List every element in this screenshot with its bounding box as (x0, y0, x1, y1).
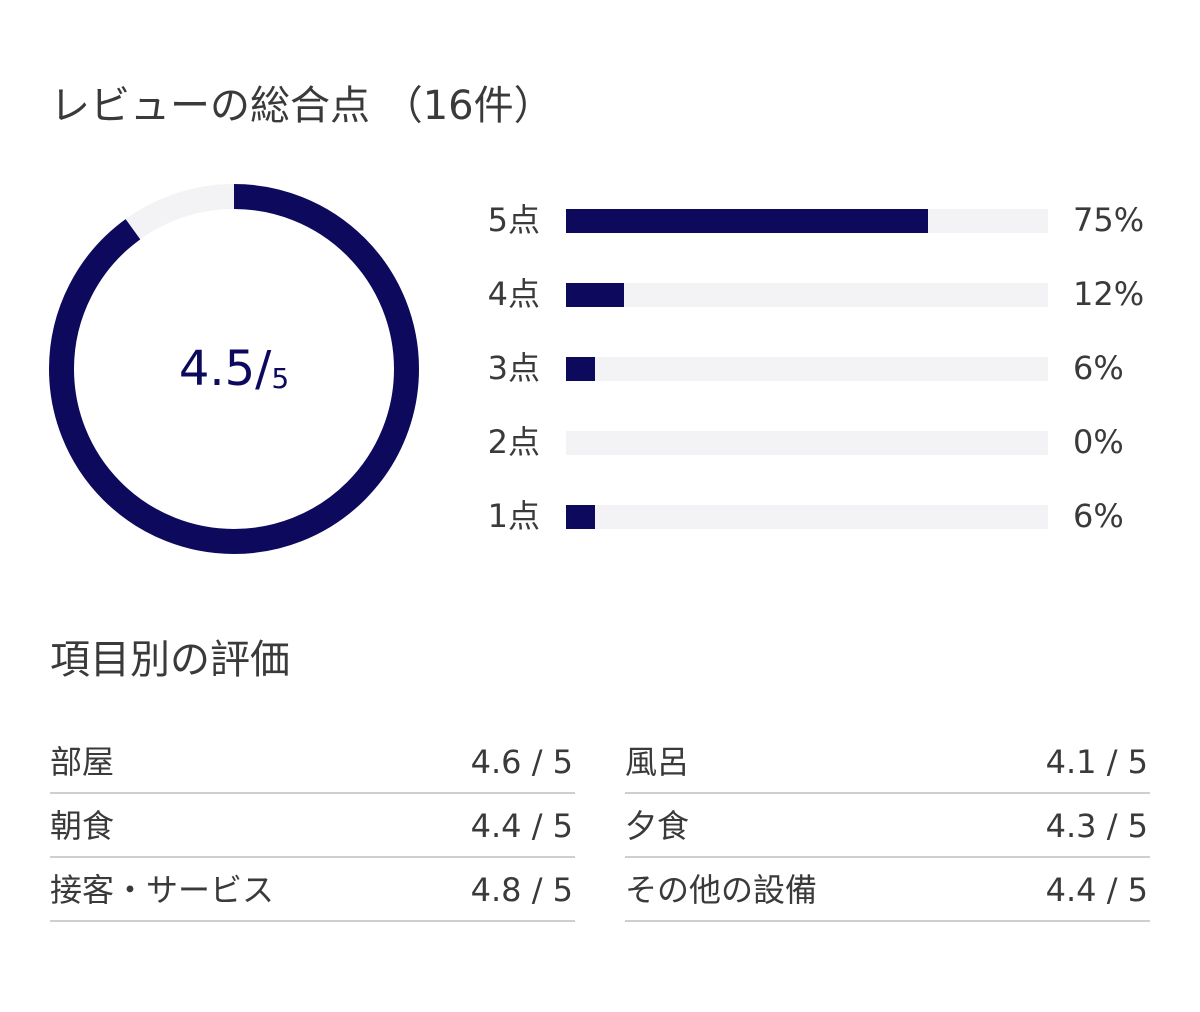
category-score: 4.4 / 5 (470, 807, 573, 845)
distribution-label: 1点 (487, 497, 540, 535)
category-ratings-title: 項目別の評価 (50, 637, 290, 683)
category-name: その他の設備 (625, 871, 818, 909)
category-score: 4.1 / 5 (1045, 743, 1148, 781)
category-name: 朝食 (50, 807, 115, 845)
distribution-row: 4点 12% (470, 264, 1160, 338)
category-row: 朝食 4.4 / 5 (50, 794, 575, 858)
distribution-label: 5点 (487, 201, 540, 239)
category-score: 4.4 / 5 (1045, 871, 1148, 909)
distribution-label: 3点 (487, 349, 540, 387)
distribution-percent: 6% (1073, 349, 1124, 387)
category-name: 風呂 (625, 743, 690, 781)
overall-max: 5 (271, 361, 290, 395)
distribution-label: 4点 (487, 275, 540, 313)
category-row: 夕食 4.3 / 5 (625, 794, 1150, 858)
category-row: 接客・サービス 4.8 / 5 (50, 858, 575, 922)
distribution-bar-track (566, 209, 1048, 233)
distribution-bar-fill (566, 357, 595, 381)
category-row: その他の設備 4.4 / 5 (625, 858, 1150, 922)
rating-distribution: 5点 75% 4点 12% 3点 6% 2点 0% 1点 6% (470, 190, 1160, 560)
distribution-bar-track (566, 505, 1048, 529)
distribution-bar-track (566, 283, 1048, 307)
distribution-label: 2点 (487, 423, 540, 461)
distribution-percent: 12% (1073, 275, 1145, 313)
overall-score-donut: 4.5/5 (49, 184, 419, 554)
distribution-row: 3点 6% (470, 338, 1160, 412)
category-score: 4.6 / 5 (470, 743, 573, 781)
overall-rating-title: レビューの総合点 （16件） (50, 83, 554, 129)
category-row: 部屋 4.6 / 5 (50, 730, 575, 794)
category-ratings-right: 風呂 4.1 / 5 夕食 4.3 / 5 その他の設備 4.4 / 5 (625, 730, 1150, 922)
distribution-percent: 75% (1073, 201, 1145, 239)
category-name: 部屋 (50, 743, 115, 781)
category-score: 4.8 / 5 (470, 871, 573, 909)
donut-chart (49, 184, 419, 554)
overall-score: 4.5/ (178, 341, 272, 397)
distribution-bar-fill (566, 209, 928, 233)
distribution-bar-fill (566, 505, 595, 529)
donut-score-arc (49, 184, 419, 554)
distribution-row: 2点 0% (470, 412, 1160, 486)
category-name: 夕食 (625, 807, 690, 845)
category-score: 4.3 / 5 (1045, 807, 1148, 845)
category-row: 風呂 4.1 / 5 (625, 730, 1150, 794)
distribution-row: 1点 6% (470, 486, 1160, 560)
distribution-row: 5点 75% (470, 190, 1160, 264)
distribution-bar-track (566, 431, 1048, 455)
distribution-percent: 0% (1073, 423, 1124, 461)
distribution-bar-fill (566, 283, 624, 307)
category-ratings-left: 部屋 4.6 / 5 朝食 4.4 / 5 接客・サービス 4.8 / 5 (50, 730, 575, 922)
distribution-bar-track (566, 357, 1048, 381)
category-name: 接客・サービス (50, 871, 275, 909)
donut-label: 4.5/5 (49, 184, 419, 554)
distribution-percent: 6% (1073, 497, 1124, 535)
